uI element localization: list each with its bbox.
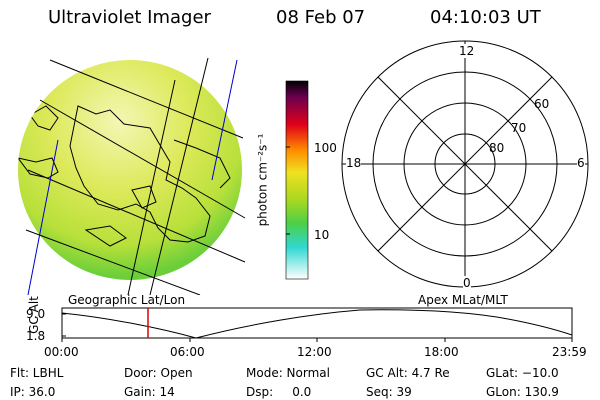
instrument-title: Ultraviolet Imager: [48, 7, 211, 28]
mlt-label-18: 18: [346, 156, 362, 170]
mlat-label-60: 60: [534, 97, 550, 111]
info-filter: Flt: LBHL: [10, 366, 64, 380]
polar-plot: [341, 40, 589, 288]
info-gain: Gain: 14: [124, 385, 175, 399]
time-tick-1800: 18:00: [424, 345, 459, 359]
info-glon: GLon: 130.9: [486, 385, 559, 399]
altitude-tick-1-8: 1.8: [26, 329, 46, 343]
info-ip: IP: 36.0: [10, 385, 56, 399]
info-dsp: Dsp: 0.0: [246, 385, 312, 399]
time-tick-0000: 00:00: [44, 345, 79, 359]
colorbar: [285, 80, 309, 280]
mlt-label-12: 12: [459, 44, 475, 58]
polar-caption: Apex MLat/MLT: [418, 293, 508, 307]
geo-image-panel: [18, 57, 246, 295]
info-seq: Seq: 39: [366, 385, 412, 399]
mlat-label-70: 70: [511, 121, 527, 135]
edge-line: [211, 59, 238, 181]
time-tick-2359: 23:59: [552, 345, 587, 359]
info-mode: Mode: Normal: [246, 366, 330, 380]
altitude-tick-9: 9.0: [26, 307, 46, 321]
altitude-frame: [61, 307, 573, 339]
colorbar-tick-10: 10: [314, 228, 330, 242]
colorbar-tick-100: 100: [314, 141, 337, 155]
mlt-label-0: 0: [463, 276, 471, 290]
header-date: 08 Feb 07: [276, 7, 366, 28]
terminator-line: [27, 139, 59, 295]
info-glat: GLat: −10.0: [486, 366, 559, 380]
altitude-curve: [61, 309, 573, 339]
time-tick-1200: 12:00: [297, 345, 332, 359]
lat-lon-grid: [25, 57, 246, 295]
header-time: 04:10:03 UT: [430, 7, 541, 28]
mlt-label-6: 6: [577, 156, 585, 170]
info-door: Door: Open: [124, 366, 193, 380]
mlat-label-80: 80: [489, 141, 505, 155]
altitude-panel: [61, 307, 573, 342]
colorbar-gradient: [285, 80, 309, 280]
time-tick-0600: 06:00: [170, 345, 205, 359]
colorbar-unit-label: photon cm⁻²s⁻¹: [255, 133, 270, 227]
info-gc-alt: GC Alt: 4.7 Re: [366, 366, 450, 380]
geo-caption: Geographic Lat/Lon: [68, 293, 186, 307]
